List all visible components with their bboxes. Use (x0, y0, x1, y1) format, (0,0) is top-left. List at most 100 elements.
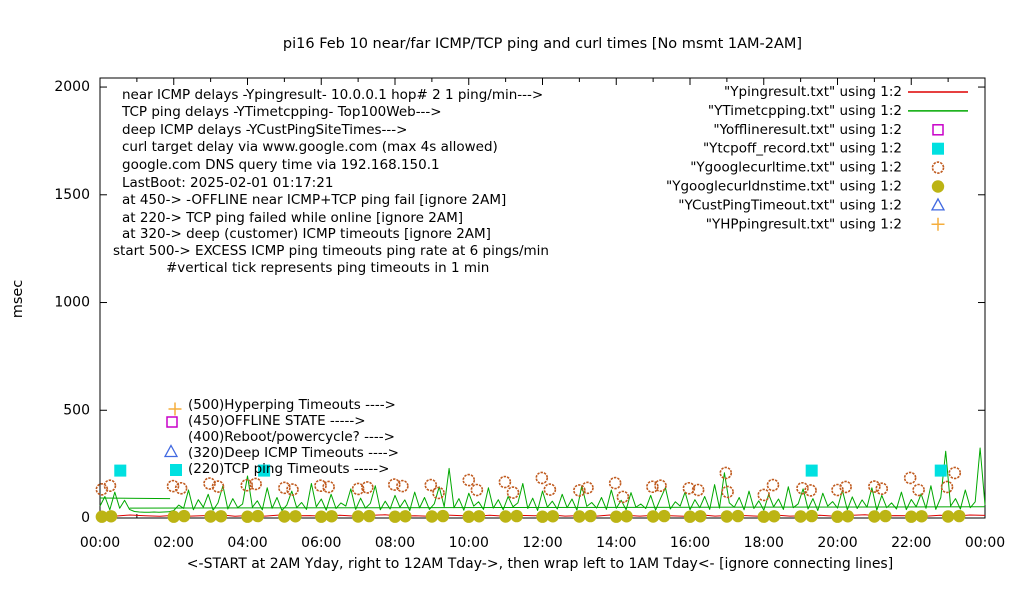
point-Ygooglecurldnstime.txt (915, 510, 928, 523)
point-Ytcpoff_record.txt (805, 464, 818, 477)
point-Ygooglecurldnstime.txt (510, 509, 523, 523)
point-Ygooglecurldnstime.txt (362, 509, 376, 523)
point-Ygooglecurltime.txt (796, 481, 809, 495)
point-Ygooglecurldnstime.txt (767, 510, 781, 523)
point-Ygooglecurltime.txt (719, 466, 733, 480)
callout-label: (500)Hyperping Timeouts ----> (188, 397, 396, 413)
point-Ygooglecurltime.txt (286, 483, 299, 496)
point-Ygooglecurltime.txt (506, 486, 520, 499)
point-Ygooglecurldnstime.txt (694, 510, 707, 523)
point-Ygooglecurltime.txt (103, 479, 117, 492)
point-Ygooglecurltime.txt (174, 481, 188, 495)
point-Ygooglecurltime.txt (203, 477, 216, 490)
x-tick-label: 22:00 (891, 535, 931, 551)
callout-marker (168, 402, 182, 416)
point-Ygooglecurldnstime.txt (95, 510, 109, 523)
legend-label: "Ygooglecurldnstime.txt" using 1:2 (666, 179, 902, 195)
point-Ygooglecurltime.txt (535, 471, 549, 485)
point-Ygooglecurltime.txt (387, 478, 401, 491)
point-Ygooglecurldnstime.txt (399, 510, 412, 523)
point-Ygooglecurltime.txt (95, 483, 109, 496)
x-tick-label: 12:00 (522, 535, 562, 551)
point-Ygooglecurltime.txt (573, 484, 586, 497)
point-Ygooglecurltime.txt (608, 476, 622, 490)
point-Ytcpoff_record.txt (934, 464, 947, 477)
point-Ygooglecurltime.txt (211, 480, 225, 493)
legend-label: "YHPpingresult.txt" using 1:2 (706, 216, 902, 232)
point-Ygooglecurldnstime.txt (657, 509, 671, 523)
point-Ygooglecurldnstime.txt (167, 510, 180, 523)
point-Ygooglecurldnstime.txt (952, 509, 966, 523)
callout-label: (220)TCP ping Timeouts -----> (188, 461, 390, 477)
point-Ygooglecurldnstime.txt (646, 510, 660, 523)
point-Ygooglecurltime.txt (839, 480, 852, 494)
point-Ygooglecurltime.txt (462, 473, 476, 487)
point-Ygooglecurltime.txt (912, 483, 925, 497)
point-Ygooglecurldnstime.txt (720, 510, 734, 523)
point-Ygooglecurldnstime.txt (941, 510, 955, 523)
callout-marker (163, 444, 179, 458)
point-Ygooglecurltime.txt (646, 480, 659, 494)
point-Ygooglecurldnstime.txt (315, 510, 328, 523)
point-Ygooglecurldnstime.txt (620, 510, 633, 523)
y-tick-label: 0 (81, 510, 90, 526)
point-Ygooglecurltime.txt (721, 485, 734, 499)
point-Ygooglecurltime.txt (868, 480, 881, 493)
callout-label: (320)Deep ICMP Timeouts ----> (188, 445, 399, 461)
point-Ygooglecurltime.txt (498, 475, 512, 489)
point-Ygooglecurldnstime.txt (241, 510, 254, 523)
point-Ygooglecurltime.txt (278, 481, 291, 495)
x-tick-label: 06:00 (301, 535, 341, 551)
x-tick-label: 18:00 (744, 535, 784, 551)
series-YTimetcpping.txt-connector (99, 497, 171, 500)
point-Ygooglecurldnstime.txt (214, 510, 228, 523)
info-line: near ICMP delays -Ypingresult- 10.0.0.1 … (122, 87, 543, 103)
point-Ygooglecurltime.txt (396, 479, 409, 493)
info-line: curl target delay via www.google.com (ma… (122, 139, 498, 155)
point-Ygooglecurldnstime.txt (546, 510, 560, 523)
callout-marker (170, 464, 182, 476)
point-Ygooglecurldnstime.txt (462, 510, 475, 523)
point-Ygooglecurltime.txt (616, 490, 630, 504)
legend-label: "Yofflineresult.txt" using 1:2 (713, 122, 902, 138)
info-line: start 500-> EXCESS ICMP ping timeouts pi… (113, 243, 549, 259)
point-Ygooglecurldnstime.txt (436, 509, 450, 523)
point-Ygooglecurltime.txt (249, 477, 262, 491)
point-Ygooglecurldnstime.txt (278, 510, 291, 523)
point-Ygooglecurldnstime.txt (731, 509, 745, 523)
callout-label: (400)Reboot/powercycle? ----> (188, 429, 395, 445)
y-tick-label: 1500 (54, 187, 90, 203)
point-Ygooglecurldnstime.txt (805, 509, 818, 523)
point-Ygooglecurldnstime.txt (610, 510, 623, 523)
y-tick-label: 500 (63, 402, 90, 418)
x-tick-label: 16:00 (670, 535, 710, 551)
point-Ygooglecurltime.txt (875, 482, 889, 495)
point-Ygooglecurltime.txt (432, 486, 445, 500)
x-tick-label: 00:00 (965, 535, 1005, 551)
point-Ygooglecurltime.txt (543, 483, 557, 496)
info-line: #vertical tick represents ping timeouts … (166, 260, 489, 276)
point-Ygooglecurldnstime.txt (794, 510, 807, 523)
x-tick-label: 08:00 (375, 535, 415, 551)
x-tick-label: 14:00 (596, 535, 636, 551)
point-Ygooglecurldnstime.txt (204, 510, 217, 523)
x-tick-label: 04:00 (227, 535, 267, 551)
info-line: LastBoot: 2025-02-01 01:17:21 (122, 175, 333, 191)
info-line: at 220-> TCP ping failed while online [i… (122, 210, 463, 226)
legend-marker-open-square (932, 124, 944, 136)
point-Ygooglecurltime.txt (804, 484, 817, 497)
point-Ytcpoff_record.txt (114, 464, 127, 477)
legend-marker-filled-square (932, 142, 944, 155)
point-Ygooglecurltime.txt (903, 471, 917, 485)
point-Ygooglecurltime.txt (691, 483, 705, 497)
point-Ygooglecurldnstime.txt (584, 509, 597, 523)
chart-title: pi16 Feb 10 near/far ICMP/TCP ping and c… (282, 36, 803, 52)
point-Ygooglecurldnstime.txt (251, 509, 265, 523)
point-Ygooglecurldnstime.txt (351, 510, 365, 523)
point-Ygooglecurldnstime.txt (289, 510, 302, 523)
legend-marker-filled-circle (931, 180, 945, 193)
point-Ygooglecurltime.txt (424, 478, 438, 492)
info-line: at 320-> deep (customer) ICMP timeouts [… (122, 226, 491, 242)
